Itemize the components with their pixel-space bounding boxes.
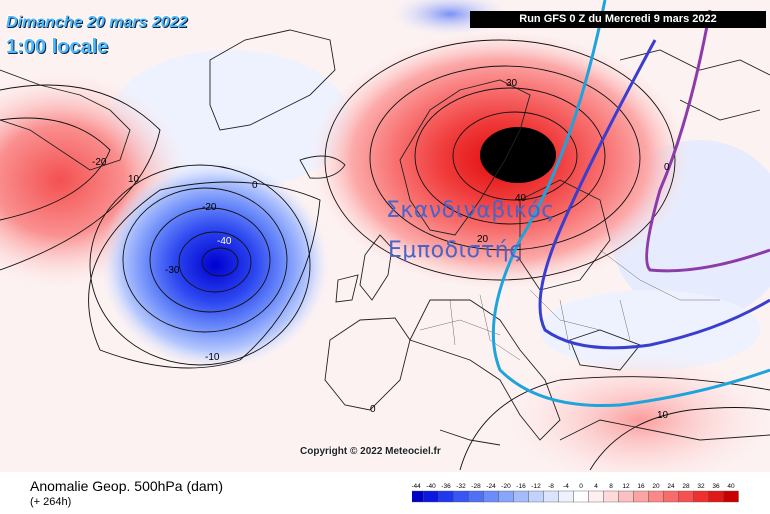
annotation-line-1: Σκανδιναβικός [386, 198, 555, 223]
contour-high-20 [369, 65, 641, 251]
annotation-line-2: Εμποδιστής [388, 238, 523, 263]
legend-tick-label: -12 [531, 483, 541, 490]
legend-tick-label: -20 [501, 483, 511, 490]
contour-label: 0 [664, 162, 670, 173]
contour-zero-southeast [459, 376, 770, 471]
contour-label: -20 [92, 157, 107, 168]
legend-swatch [483, 490, 499, 503]
legend-swatch [543, 490, 559, 503]
legend-tick-label: -44 [412, 483, 421, 490]
legend-tick-label: 24 [667, 483, 675, 490]
legend-tick-label: 0 [579, 483, 583, 490]
copyright-notice: Copyright © 2022 Meteociel.fr [300, 446, 441, 457]
contour-west-20 [0, 117, 111, 221]
color-legend: -44 -40 -36 -32 -28 -24 -20 -16 -12 -8 -4 0 4 8 12 16 20… [412, 483, 739, 503]
legend-swatch [412, 490, 424, 503]
contour-label: -40 [217, 236, 232, 247]
legend-swatch [723, 490, 739, 503]
legend-tick-label: 40 [727, 483, 735, 490]
contour-label: 0 [252, 180, 258, 191]
contour-low-m30 [149, 207, 271, 313]
contour-high-10 [324, 39, 676, 281]
legend-swatch [468, 490, 484, 503]
contour-low-core [201, 247, 239, 277]
contour-label: 10 [657, 410, 669, 421]
legend-swatch [618, 490, 634, 503]
legend-swatch [708, 490, 724, 503]
isohypse-cyan [491, 0, 770, 408]
legend-swatch [633, 490, 649, 503]
contour-low-m20 [122, 187, 288, 333]
legend-tick-label: 20 [652, 483, 660, 490]
contour-label: -20 [202, 202, 217, 213]
legend-swatch [663, 490, 679, 503]
contour-se-10 [589, 407, 770, 471]
legend-tick-label: 32 [697, 483, 705, 490]
isohypse-purple [645, 9, 770, 273]
core-maximum [480, 127, 556, 183]
anomaly-contours [0, 39, 770, 471]
forecast-local-time: 1:00 locale [6, 36, 109, 58]
pale-blue-zone-east [540, 290, 760, 370]
legend-swatch [528, 490, 544, 503]
contour-label: 20 [477, 234, 489, 245]
legend-tick-label: 28 [682, 483, 690, 490]
legend-tick-label: 16 [637, 483, 645, 490]
contour-label: 30 [506, 78, 518, 89]
coastlines [0, 29, 770, 446]
negative-anomaly-atlantic [100, 160, 330, 370]
contour-label: 0 [370, 404, 376, 415]
contour-zero-atlantic [88, 181, 321, 369]
legend-swatch [438, 490, 454, 503]
legend-tick-label: 8 [609, 483, 613, 490]
legend-tick-label: 36 [712, 483, 720, 490]
legend-swatch [558, 490, 574, 503]
model-run-info: Run GFS 0 Z du Mercredi 9 mars 2022 [470, 11, 766, 28]
forecast-date: Dimanche 20 mars 2022 [6, 14, 188, 31]
contour-label: -10 [205, 352, 220, 363]
legend-tick-label: -24 [486, 483, 496, 490]
legend-tick-label: 12 [622, 483, 630, 490]
contour-high-40 [452, 111, 578, 201]
legend-swatch [423, 490, 439, 503]
legend-tick-label: -8 [548, 483, 554, 490]
legend-tick-label: -36 [441, 483, 451, 490]
legend-swatch [678, 490, 694, 503]
legend-swatch [648, 490, 664, 503]
legend-swatch [513, 490, 529, 503]
legend-tick-label: -28 [471, 483, 481, 490]
contour-label-group: -20 10 0 -20 -40 -30 -10 30 40 20 0 0 10 [92, 78, 670, 421]
anomaly-map: -20 10 0 -20 -40 -30 -10 30 40 20 0 0 10 [0, 0, 770, 472]
contour-low-m40 [178, 231, 252, 293]
isohypse-blue [538, 39, 770, 350]
contour-label: 10 [128, 174, 140, 185]
lead-time: (+ 264h) [30, 496, 72, 508]
legend-swatch [693, 490, 709, 503]
legend-swatch [588, 490, 604, 503]
contour-label: 40 [515, 193, 527, 204]
legend-tick-label: -16 [516, 483, 526, 490]
legend-swatch [498, 490, 514, 503]
legend-tick-label: 4 [594, 483, 598, 490]
contour-high-30 [414, 87, 606, 225]
contour-low-outer [89, 164, 311, 366]
field-title: Anomalie Geop. 500hPa (dam) [30, 478, 223, 494]
contour-west-10 [0, 84, 161, 271]
legend-tick-label: -4 [563, 483, 569, 490]
contour-label: -30 [165, 265, 180, 276]
legend-tick-label: -32 [456, 483, 466, 490]
legend-tick-label: -40 [426, 483, 436, 490]
legend-swatch [453, 490, 469, 503]
legend-swatch [603, 490, 619, 503]
legend-swatch [573, 490, 589, 503]
